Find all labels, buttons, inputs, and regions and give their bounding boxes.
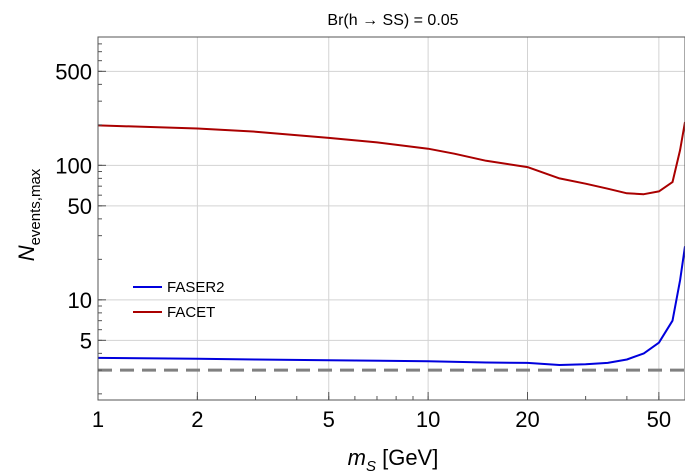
x-tick-label: 2 — [191, 407, 203, 432]
x-axis-title-main: m — [348, 445, 366, 470]
plot-frame — [97, 36, 685, 401]
plot-area — [98, 121, 685, 372]
y-tick-label: 10 — [68, 288, 92, 313]
legend-label-facet: FACET — [167, 304, 215, 321]
y-tick-labels: 5 10 50 100 500 — [55, 59, 92, 353]
y-axis-title: Nevents,max — [14, 168, 44, 261]
series-layer — [98, 121, 685, 372]
series-line-faser2 — [98, 246, 685, 366]
x-tick-label: 5 — [323, 407, 335, 432]
x-axis-title: mS [GeV] — [348, 445, 439, 475]
x-axis-title-sub: S — [366, 458, 376, 475]
y-axis-title-sub: events,max — [27, 168, 44, 245]
x-tick-label: 20 — [515, 407, 539, 432]
grid — [97, 37, 685, 400]
x-tick-label: 50 — [647, 407, 671, 432]
y-axis-title-main: N — [14, 245, 39, 261]
legend: FASER2 FACET — [133, 279, 225, 321]
series-line-facet — [98, 121, 685, 196]
y-tick-label: 500 — [55, 59, 92, 84]
x-tick-label: 10 — [416, 407, 440, 432]
chart-title: Br(h → SS) = 0.05 — [327, 12, 458, 29]
y-tick-label: 5 — [80, 328, 92, 353]
x-tick-label: 1 — [92, 407, 104, 432]
y-tick-label: 50 — [68, 194, 92, 219]
y-tick-label: 100 — [55, 153, 92, 178]
x-tick-labels: 1 2 5 10 20 50 — [92, 407, 671, 432]
legend-label-faser2: FASER2 — [167, 279, 225, 296]
x-axis-title-unit: [GeV] — [376, 445, 438, 470]
ticks — [97, 36, 685, 400]
